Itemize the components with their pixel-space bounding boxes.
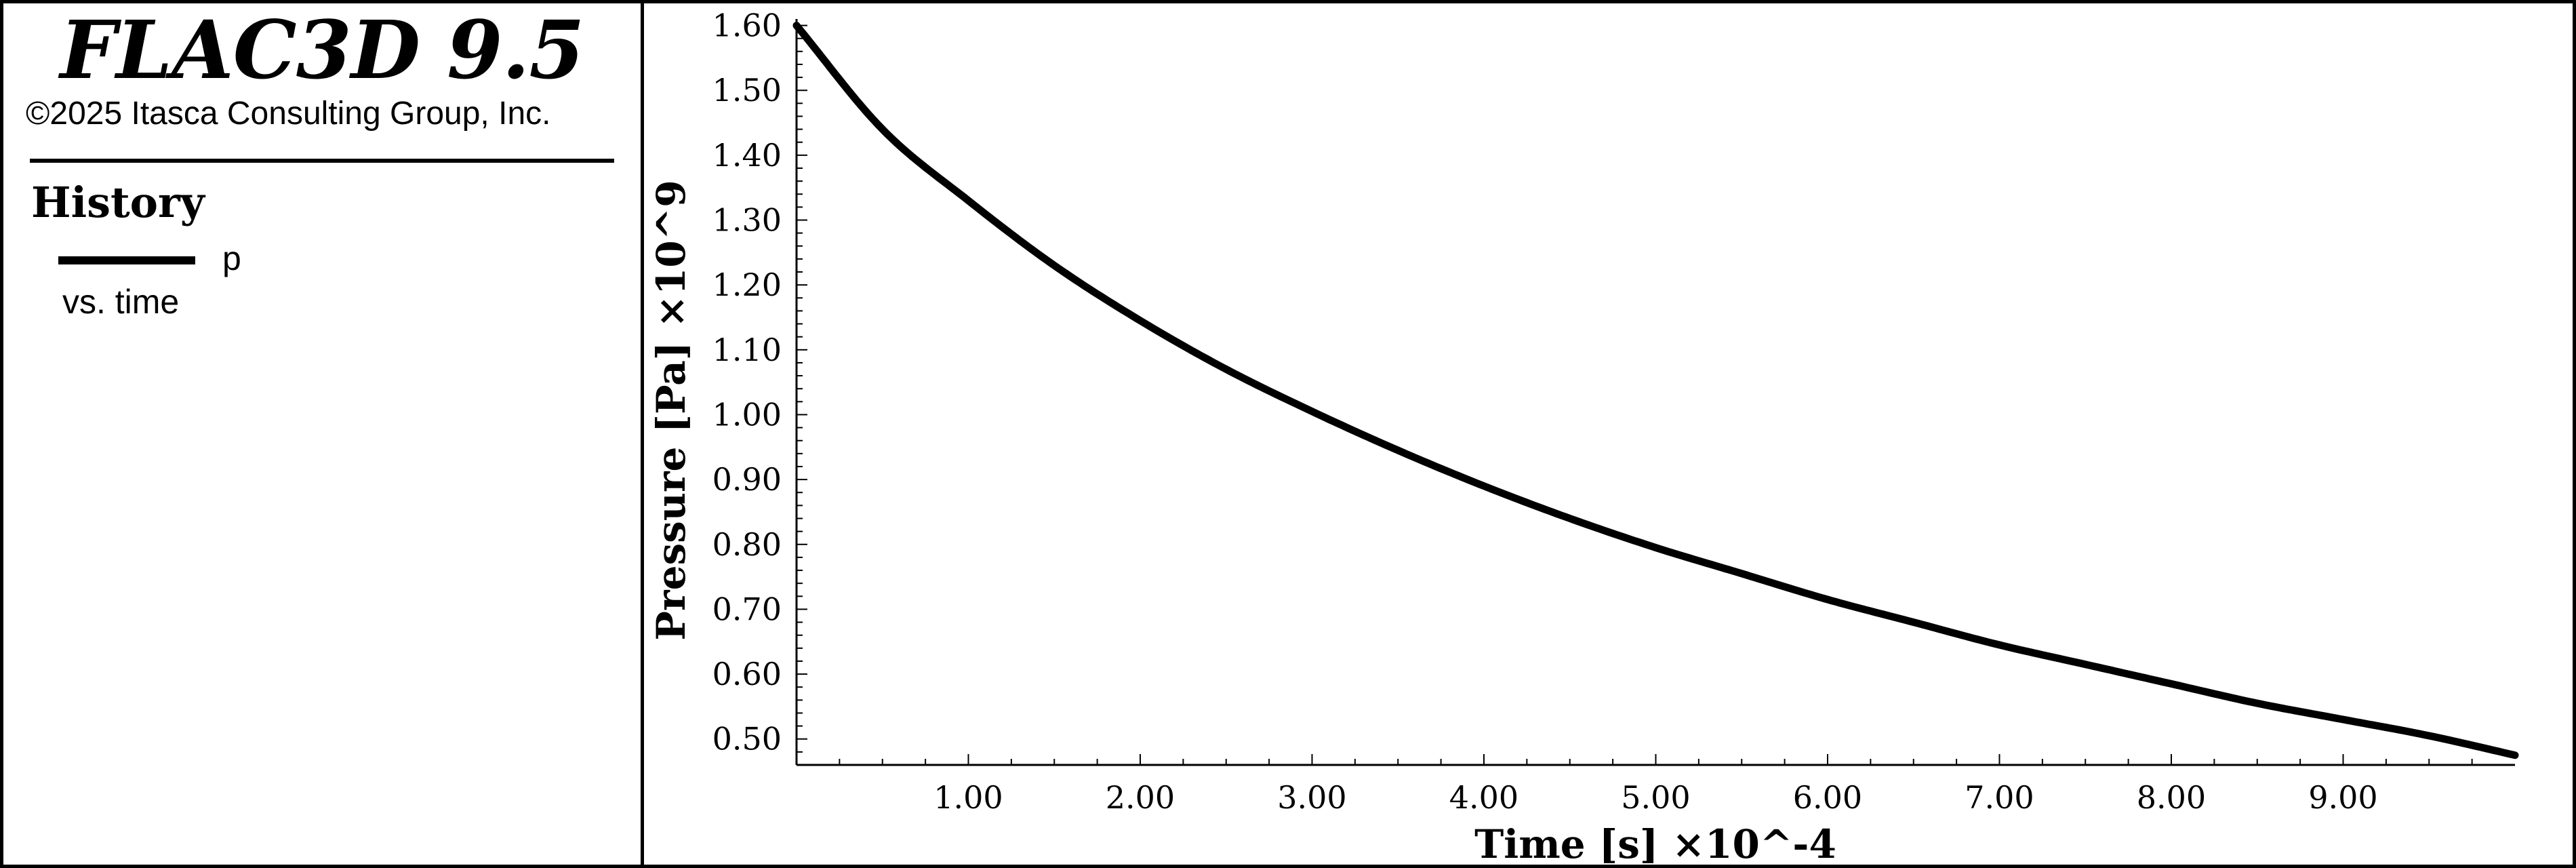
y-tick-labels: 1.60 1.50 1.40 1.30 1.20 1.10 1.00 0.90 0.80 0.70… [712,7,782,757]
y-minor-ticks [797,24,807,753]
y-tick-label: 0.80 [712,526,782,563]
y-tick-label: 1.20 [712,267,782,303]
x-tick-label: 4.00 [1449,779,1518,816]
y-tick-label: 1.30 [712,202,782,239]
legend-panel: FLAC3D 9.5 ©2025 Itasca Consulting Group… [0,0,644,868]
y-tick-label: 1.40 [712,137,782,174]
x-minor-ticks [839,754,2473,765]
legend-sub-label: vs. time [62,283,180,321]
y-tick-label: 1.50 [712,72,782,108]
x-tick-label: 7.00 [1965,779,2034,816]
app-title: FLAC3D 9.5 [60,3,584,97]
x-tick-label: 8.00 [2137,779,2206,816]
copyright-text: ©2025 Itasca Consulting Group, Inc. [26,96,551,132]
y-tick-label: 1.10 [712,332,782,368]
x-tick-label: 9.00 [2308,779,2377,816]
y-tick-label: 0.70 [712,591,782,627]
legend-line-swatch [58,256,195,264]
x-axis-title: Time [s] ×10^-4 [1474,821,1836,867]
y-tick-label: 0.90 [712,461,782,498]
x-tick-label: 1.00 [933,779,1003,816]
x-tick-label: 6.00 [1793,779,1862,816]
legend-heading: History [31,178,205,227]
y-tick-label: 0.50 [712,721,782,757]
y-tick-label: 1.00 [712,396,782,433]
x-tick-label: 2.00 [1106,779,1175,816]
x-tick-labels: 1.00 2.00 3.00 4.00 5.00 6.00 7.00 8.00 9.00 [933,779,2377,816]
x-tick-label: 5.00 [1621,779,1690,816]
x-tick-label: 3.00 [1277,779,1346,816]
legend-divider [30,159,614,163]
y-tick-label: 0.60 [712,656,782,692]
y-axis-title: Pressure [Pa] ×10^9 [648,180,694,640]
y-tick-label: 1.60 [712,7,782,44]
legend-series-label: p [222,239,241,277]
series-line-p [792,22,2519,760]
